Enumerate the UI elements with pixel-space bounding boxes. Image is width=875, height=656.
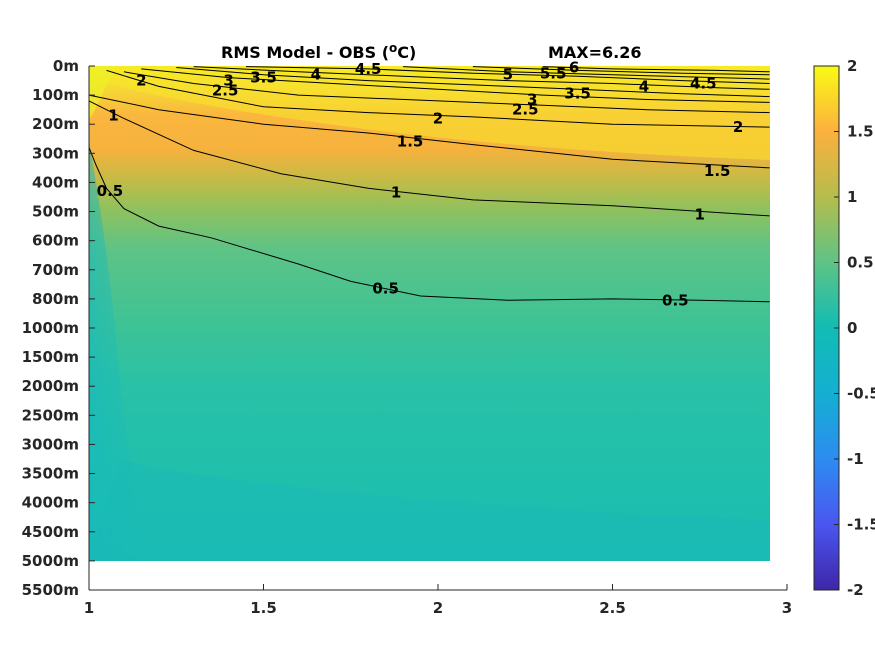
contour-label: 3 [527, 90, 537, 108]
contour-label: 4.5 [355, 60, 382, 78]
contour-label: 2 [136, 72, 146, 90]
chart-title: RMS Model - OBS (oC) [221, 41, 416, 62]
contour-label: 5 [503, 66, 513, 84]
contour-line [472, 66, 770, 76]
colorbar-tick-label: 1.5 [847, 123, 874, 141]
y-tick-label: 600m [32, 232, 79, 250]
contour-label: 4 [311, 66, 321, 84]
x-tick-label: 1.5 [250, 599, 277, 617]
colorbar-tick-label: -1 [847, 450, 864, 468]
contour-label: 2 [433, 109, 443, 127]
contour-label: 0.5 [662, 291, 689, 309]
x-ticks: 1 1.5 2 2.5 3 [84, 584, 792, 617]
colorbar-tick-label: 1 [847, 188, 857, 206]
y-tick-label: 4500m [22, 523, 79, 541]
contour-label: 3 [223, 72, 233, 90]
contour-label: 5.5 [540, 64, 567, 82]
y-tick-label: 800m [32, 290, 79, 308]
y-tick-label: 500m [32, 203, 79, 221]
y-tick-label: 2000m [22, 377, 79, 395]
y-tick-label: 5000m [22, 552, 79, 570]
colorbar-tick-label: -1.5 [847, 516, 875, 534]
contour-label: 6 [569, 58, 579, 76]
y-tick-label: 700m [32, 261, 79, 279]
contour-line [193, 66, 770, 90]
contour-line [123, 71, 770, 114]
x-tick-label: 2 [433, 599, 443, 617]
y-tick-label: 3500m [22, 465, 79, 483]
y-tick-label: 0m [53, 57, 79, 75]
contour-label: 1 [391, 184, 401, 202]
contour-line [403, 66, 770, 80]
contour-label: 1.5 [704, 162, 731, 180]
contour-line [88, 94, 770, 169]
contour-label: 1 [108, 106, 118, 124]
contour-label: 0.5 [372, 280, 399, 298]
contour-line [106, 69, 770, 128]
contour-label: 2.5 [512, 101, 539, 119]
colorbar-ticks: 2 1.5 1 0.5 0 -0.5 -1 -1.5 -2 [834, 57, 875, 599]
contour-label: 1.5 [397, 133, 424, 151]
x-tick-label: 3 [782, 599, 792, 617]
contour-label: 2.5 [212, 82, 239, 100]
contour-label: 2 [733, 118, 743, 136]
y-ticks: 0m 100m 200m 300m 400m 500m 600m 700m 800m 1000m 1… [22, 57, 95, 599]
contour-line [542, 66, 770, 73]
contour-label: 4.5 [690, 74, 717, 92]
y-tick-label: 2500m [22, 406, 79, 424]
contour-label: 4 [639, 77, 649, 95]
data-field [89, 66, 770, 561]
y-tick-label: 5500m [22, 581, 79, 599]
y-tick-label: 1000m [22, 319, 79, 337]
y-tick-label: 200m [32, 115, 79, 133]
contour-label: 3.5 [250, 69, 277, 87]
contour-line [176, 67, 770, 98]
y-tick-label: 1500m [22, 348, 79, 366]
contour-line [245, 66, 770, 84]
contour-label: 1 [695, 205, 705, 223]
colorbar-tick-label: -2 [847, 581, 864, 599]
y-tick-label: 300m [32, 144, 79, 162]
y-tick-label: 3000m [22, 435, 79, 453]
colorbar-tick-label: 0.5 [847, 254, 874, 272]
contour-line [141, 68, 770, 103]
colorbar-tick-label: -0.5 [847, 385, 875, 403]
colorbar-tick-label: 0 [847, 319, 857, 337]
x-tick-label: 1 [84, 599, 94, 617]
x-tick-label: 2.5 [599, 599, 626, 617]
y-tick-label: 400m [32, 173, 79, 191]
contour-lines [88, 66, 770, 303]
contour-line [88, 147, 770, 303]
contour-label: 0.5 [97, 182, 124, 200]
colorbar-tick-label: 2 [847, 57, 857, 75]
max-label: MAX=6.26 [548, 43, 642, 62]
contour-line [88, 100, 770, 217]
y-tick-label: 100m [32, 86, 79, 104]
y-tick-label: 4000m [22, 494, 79, 512]
contour-label: 3.5 [564, 85, 591, 103]
